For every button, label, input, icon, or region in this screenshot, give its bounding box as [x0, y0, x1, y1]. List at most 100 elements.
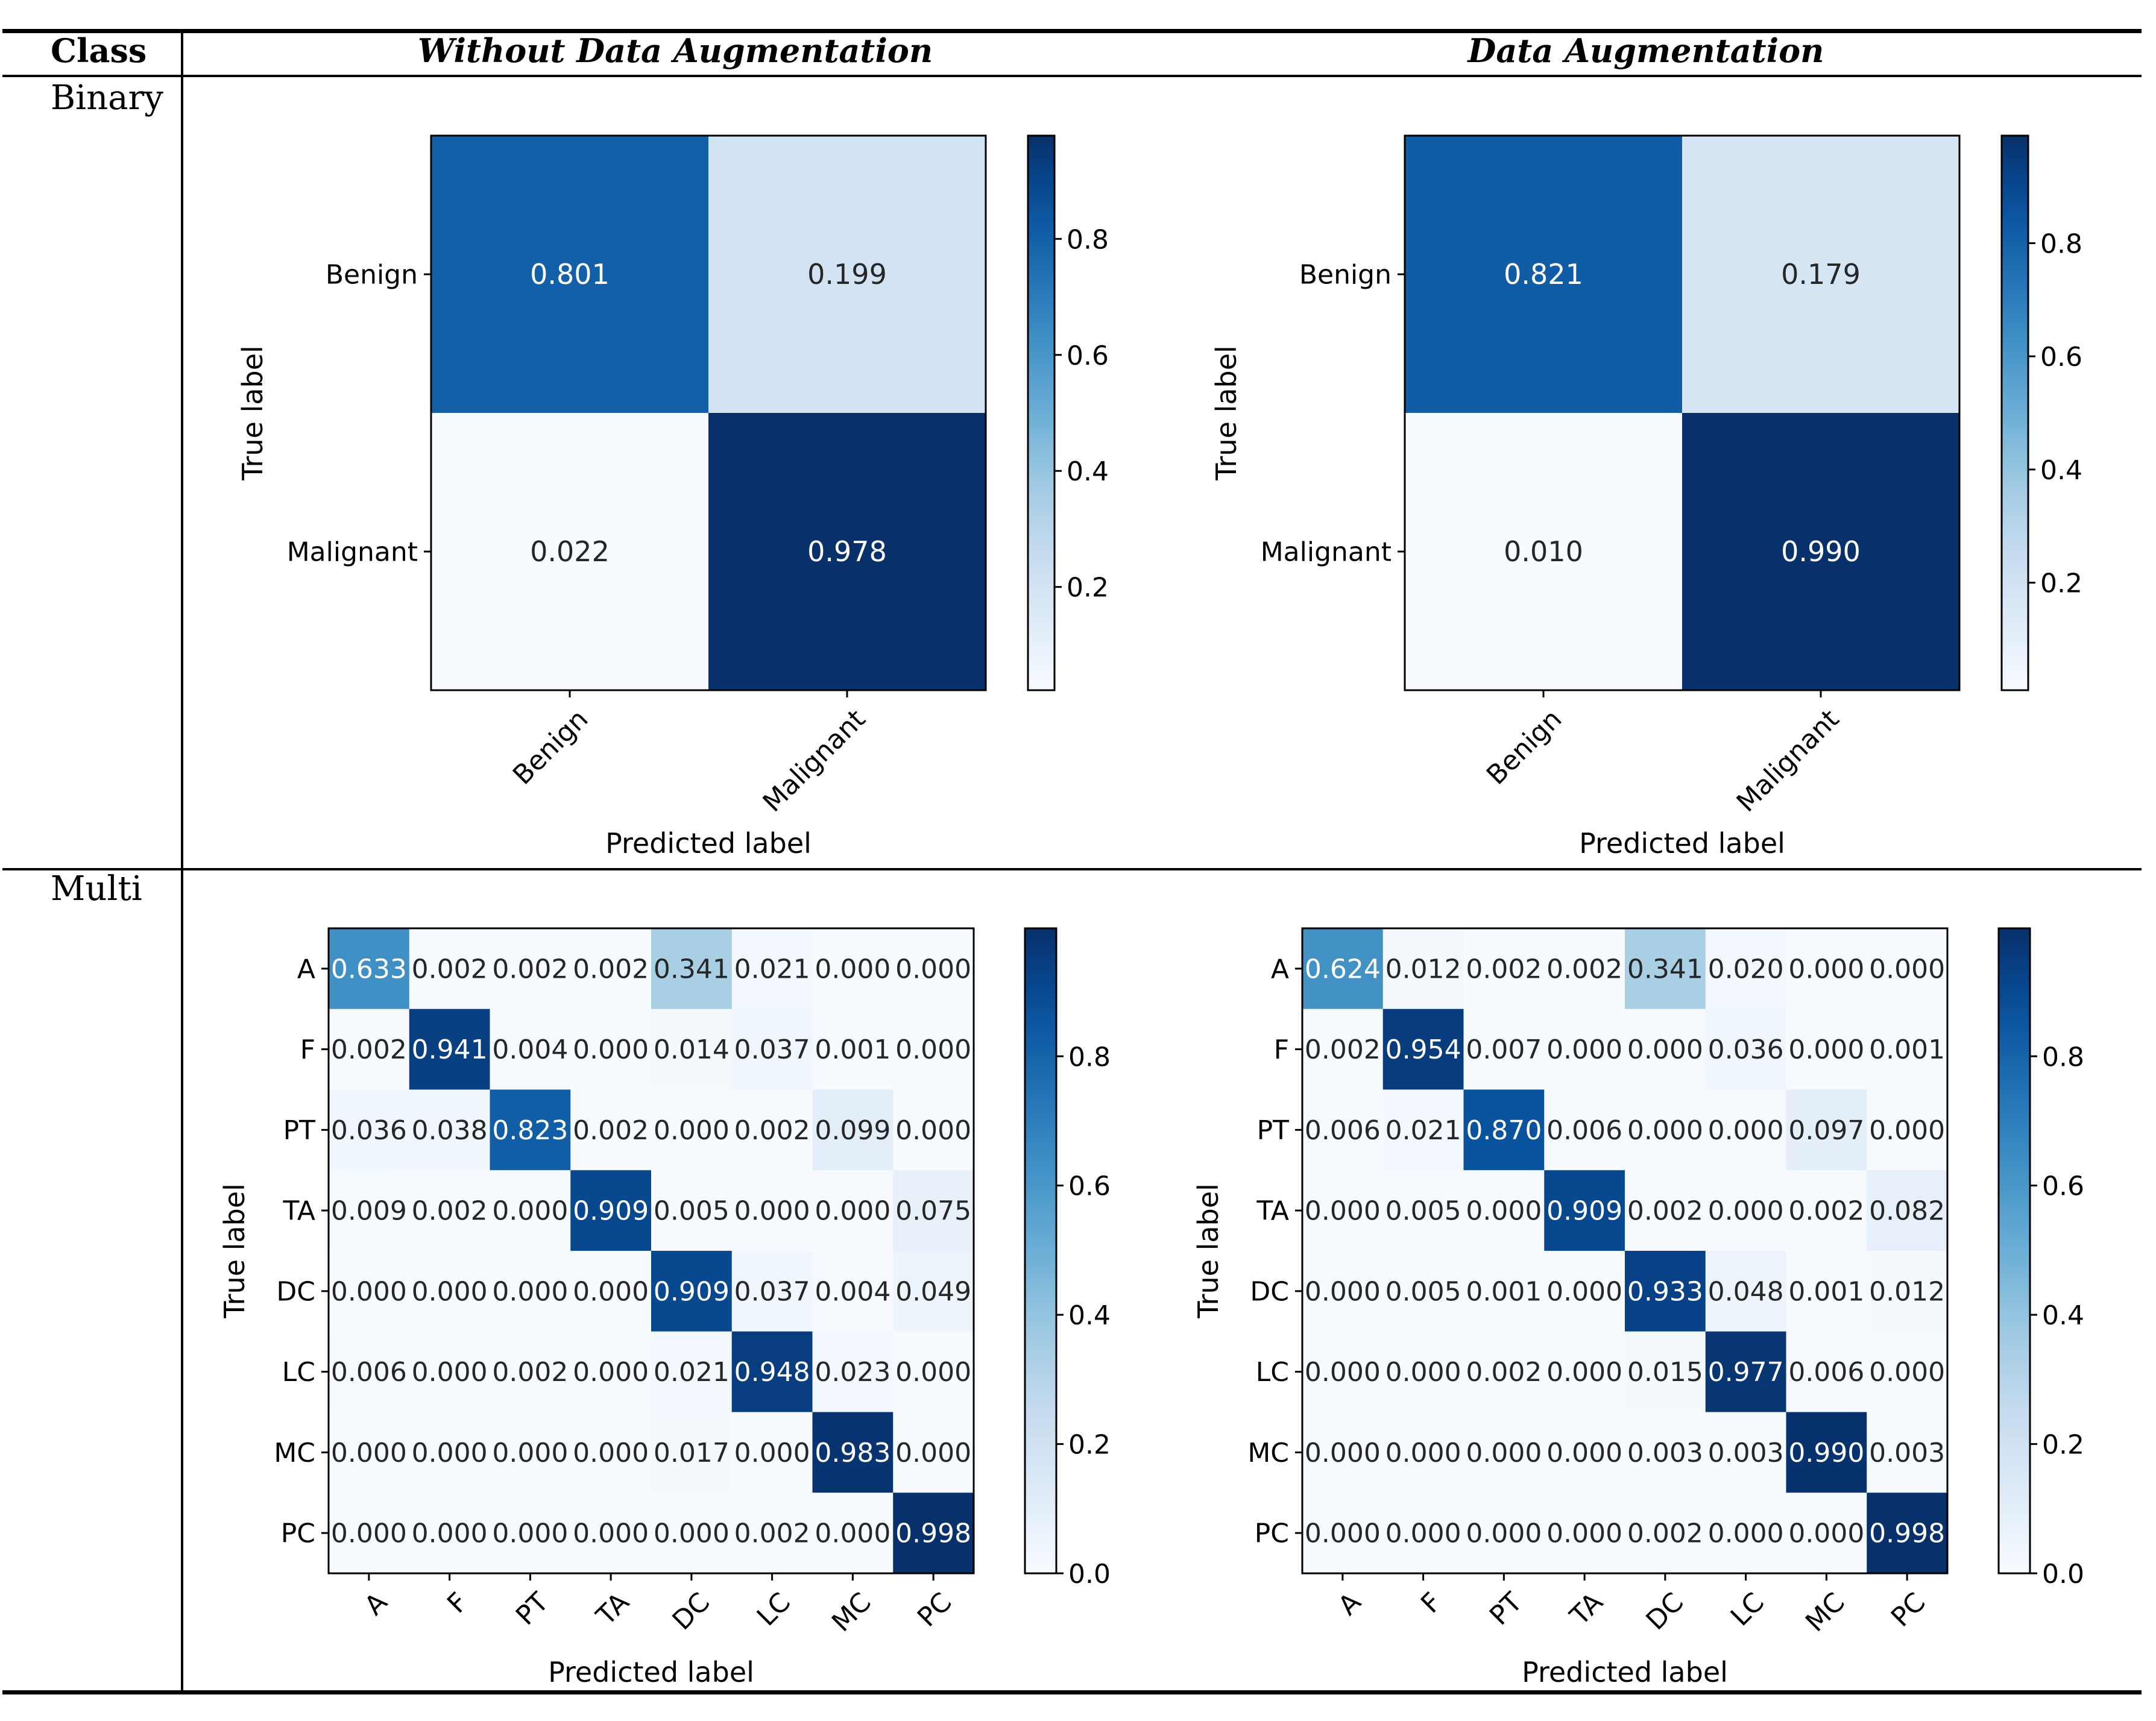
- cell-label-0-6: 0.000: [815, 954, 890, 984]
- cell-2-1: [1382, 1089, 1464, 1171]
- colorbar-tick-label-3: 0.6: [1068, 1171, 1111, 1202]
- y-tick-label-DC: DC: [276, 1276, 315, 1307]
- cell-label-2-2: 0.823: [492, 1115, 568, 1146]
- cell-label-5-5: 0.948: [734, 1357, 810, 1388]
- cell-7-2: [490, 1493, 571, 1574]
- table-top-rule: [2, 29, 2142, 33]
- cell-4-4: [651, 1251, 733, 1332]
- cell-0-0: [431, 136, 709, 414]
- x-tick-label-PC: PC: [912, 1587, 958, 1633]
- cell-6-0: [1302, 1412, 1384, 1493]
- cell-label-4-7: 0.049: [895, 1276, 971, 1307]
- cell-label-3-6: 0.000: [815, 1196, 890, 1227]
- cell-4-5: [1705, 1251, 1786, 1332]
- cell-label-0-7: 0.000: [1869, 954, 1945, 984]
- y-tick-label-Benign: Benign: [1299, 259, 1392, 290]
- cell-label-0-0: 0.624: [1305, 954, 1381, 984]
- cell-label-3-5: 0.000: [734, 1196, 810, 1227]
- cell-5-1: [409, 1331, 490, 1412]
- cell-label-3-2: 0.000: [492, 1196, 568, 1227]
- cell-label-6-4: 0.017: [654, 1438, 730, 1468]
- plot-frame: [430, 134, 987, 691]
- cell-label-7-2: 0.000: [1466, 1518, 1542, 1549]
- cell-label-1-6: 0.000: [1788, 1034, 1864, 1065]
- cell-label-7-0: 0.000: [331, 1518, 407, 1549]
- cell-label-2-3: 0.002: [573, 1115, 649, 1146]
- binary-with-augmentation-chart: 0.821 0.179 0.010 0.990 Benign Malignant Benig…: [1210, 134, 2082, 860]
- y-axis-title: True label: [1210, 345, 1243, 481]
- cell-7-4: [1625, 1493, 1706, 1574]
- cell-2-6: [812, 1089, 894, 1171]
- y-tick-label-PT: PT: [283, 1115, 316, 1146]
- cell-label-4-6: 0.001: [1788, 1276, 1864, 1307]
- x-tick-label-LC: LC: [1725, 1587, 1770, 1632]
- cell-0-1: [708, 136, 986, 414]
- cell-label-4-4: 0.933: [1627, 1276, 1703, 1307]
- cell-label-7-3: 0.000: [1546, 1518, 1622, 1549]
- cell-label-5-5: 0.977: [1708, 1357, 1784, 1388]
- plot-frame: [1301, 927, 1949, 1575]
- cell-label-2-4: 0.000: [654, 1115, 730, 1146]
- cell-label-0-5: 0.020: [1708, 954, 1784, 984]
- colorbar: [1027, 134, 1056, 691]
- cell-label-3-5: 0.000: [1708, 1196, 1784, 1227]
- cell-label-0-2: 0.002: [1466, 954, 1542, 984]
- cell-label-4-3: 0.000: [1546, 1276, 1622, 1307]
- y-tick-label-DC: DC: [1250, 1276, 1289, 1307]
- cell-3-7: [1867, 1170, 1948, 1251]
- cell-label-6-6: 0.990: [1788, 1438, 1864, 1468]
- cell-0-6: [812, 928, 894, 1010]
- cell-label-0-1: 0.002: [412, 954, 488, 984]
- cell-5-1: [1382, 1331, 1464, 1412]
- cell-label-3-1: 0.002: [412, 1196, 488, 1227]
- multi-without-augmentation-chart: 0.633 0.002 0.002 0.002 0.341 0.021 0.000 0.000…: [218, 927, 1111, 1688]
- cell-6-4: [1625, 1412, 1706, 1493]
- cell-2-0: [1302, 1089, 1384, 1171]
- cell-label-6-3: 0.000: [573, 1438, 649, 1468]
- cell-label-5-4: 0.021: [654, 1357, 730, 1388]
- colorbar-tick-label-2: 0.6: [2040, 342, 2082, 373]
- cell-label-0-7: 0.000: [895, 954, 971, 984]
- cell-3-3: [1544, 1170, 1625, 1251]
- cell-0-1: [409, 928, 490, 1010]
- colorbar-tick-label-2: 0.4: [2042, 1300, 2084, 1331]
- cell-label-4-2: 0.001: [1466, 1276, 1542, 1307]
- cell-1-7: [1867, 1008, 1948, 1090]
- colorbar: [1997, 927, 2031, 1575]
- cell-6-2: [1463, 1412, 1545, 1493]
- y-tick-label-Malignant: Malignant: [1261, 536, 1392, 567]
- colorbar-tick-label-4: 0.8: [1068, 1042, 1111, 1072]
- colorbar-tick-label-0: 0.2: [2040, 568, 2082, 599]
- cell-6-1: [1382, 1412, 1464, 1493]
- x-tick-label-A: A: [359, 1587, 393, 1621]
- cell-label-3-4: 0.005: [654, 1196, 730, 1227]
- cell-label-6-6: 0.983: [815, 1438, 890, 1468]
- cell-7-1: [1382, 1493, 1464, 1574]
- table-bottom-rule: [2, 1690, 2142, 1694]
- cell-4-7: [893, 1251, 974, 1332]
- cell-label-7-5: 0.000: [1708, 1518, 1784, 1549]
- cell-label-0-3: 0.002: [1546, 954, 1622, 984]
- cell-2-1: [409, 1089, 490, 1171]
- cell-4-3: [570, 1251, 652, 1332]
- cell-2-5: [1705, 1089, 1786, 1171]
- cell-label-1-3: 0.000: [1546, 1034, 1622, 1065]
- cell-3-5: [1705, 1170, 1786, 1251]
- cell-6-6: [1786, 1412, 1867, 1493]
- cell-1-0: [431, 413, 709, 691]
- cell-label-4-4: 0.909: [654, 1276, 730, 1307]
- cell-label-1-1: 0.954: [1385, 1034, 1461, 1065]
- cell-1-6: [812, 1008, 894, 1090]
- cell-4-0: [1302, 1251, 1384, 1332]
- cell-label-3-0: 0.009: [331, 1196, 407, 1227]
- cell-label-7-1: 0.000: [1385, 1518, 1461, 1549]
- cell-0-4: [1625, 928, 1706, 1010]
- cell-label-6-7: 0.003: [1869, 1438, 1945, 1468]
- cell-6-3: [1544, 1412, 1625, 1493]
- cell-0-5: [731, 928, 813, 1010]
- colorbar-tick-label-3: 0.6: [2042, 1171, 2084, 1202]
- cell-label-4-0: 0.000: [1305, 1276, 1381, 1307]
- cell-1-0: [1302, 1008, 1384, 1090]
- cell-label-5-7: 0.000: [895, 1357, 971, 1388]
- x-axis-title: Predicted label: [548, 1656, 754, 1688]
